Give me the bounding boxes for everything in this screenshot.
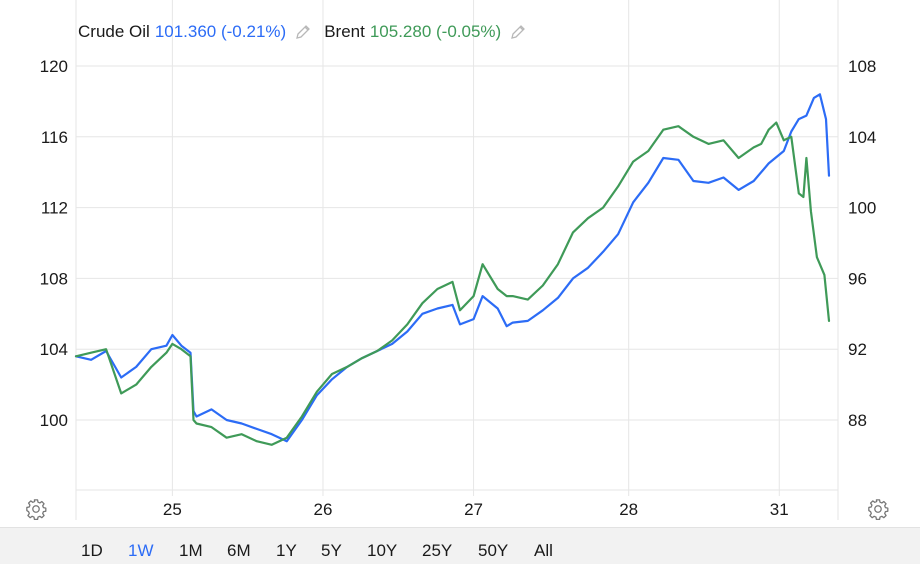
- right-tick-label: 100: [848, 199, 876, 218]
- brent-series-line: [74, 121, 831, 446]
- pencil-icon[interactable]: [294, 23, 312, 41]
- right-tick-label: 104: [848, 128, 876, 147]
- range-1m-button[interactable]: 1M: [179, 541, 203, 560]
- left-tick-label: 108: [40, 269, 68, 288]
- crude-oil-series-line: [74, 93, 831, 443]
- settings-left-gear-icon[interactable]: [25, 498, 47, 521]
- left-tick-label: 104: [40, 340, 68, 359]
- left-tick-label: 100: [40, 411, 68, 430]
- x-tick-label: 28: [619, 500, 638, 519]
- x-tick-label: 25: [163, 500, 182, 519]
- right-tick-label: 108: [848, 57, 876, 76]
- x-tick-label: 26: [314, 500, 333, 519]
- grid: [75, 0, 839, 520]
- range-1y-button[interactable]: 1Y: [276, 541, 297, 560]
- left-tick-label: 116: [41, 128, 68, 147]
- range-5y-button[interactable]: 5Y: [321, 541, 342, 560]
- axis-ticks: 100 88 104 92 108 96 112 100 116 104 120 108 25 26 27 2…: [40, 57, 877, 519]
- x-tick-label: 27: [464, 500, 483, 519]
- settings-right-gear-icon[interactable]: [867, 498, 889, 521]
- left-tick-label: 120: [40, 57, 68, 76]
- chart-legend: Crude Oil 101.360 (-0.21%) Brent 105.280…: [78, 22, 539, 42]
- series-lines: [74, 93, 831, 446]
- x-tick-label: 31: [770, 500, 789, 519]
- range-1w-button[interactable]: 1W: [128, 541, 154, 560]
- right-tick-label: 88: [848, 411, 867, 430]
- range-1d-button[interactable]: 1D: [81, 541, 103, 560]
- range-all-button[interactable]: All: [534, 541, 553, 560]
- range-selector: 1D 1W 1M 6M 1Y 5Y 10Y 25Y 50Y All: [0, 527, 920, 564]
- legend-brent-value: 105.280 (-0.05%): [369, 22, 502, 41]
- right-tick-label: 92: [848, 340, 867, 359]
- pencil-icon[interactable]: [509, 23, 527, 41]
- legend-crude-value: 101.360 (-0.21%): [154, 22, 287, 41]
- right-tick-label: 96: [848, 269, 867, 288]
- legend-brent-name: Brent: [324, 22, 365, 41]
- price-chart: 100 88 104 92 108 96 112 100 116 104 120 108 25 26 27 2…: [40, 0, 877, 520]
- range-10y-button[interactable]: 10Y: [367, 541, 398, 560]
- range-6m-button[interactable]: 6M: [227, 541, 251, 560]
- range-50y-button[interactable]: 50Y: [478, 541, 509, 560]
- legend-crude-name: Crude Oil: [78, 22, 150, 41]
- left-tick-label: 112: [41, 199, 68, 218]
- range-25y-button[interactable]: 25Y: [422, 541, 453, 560]
